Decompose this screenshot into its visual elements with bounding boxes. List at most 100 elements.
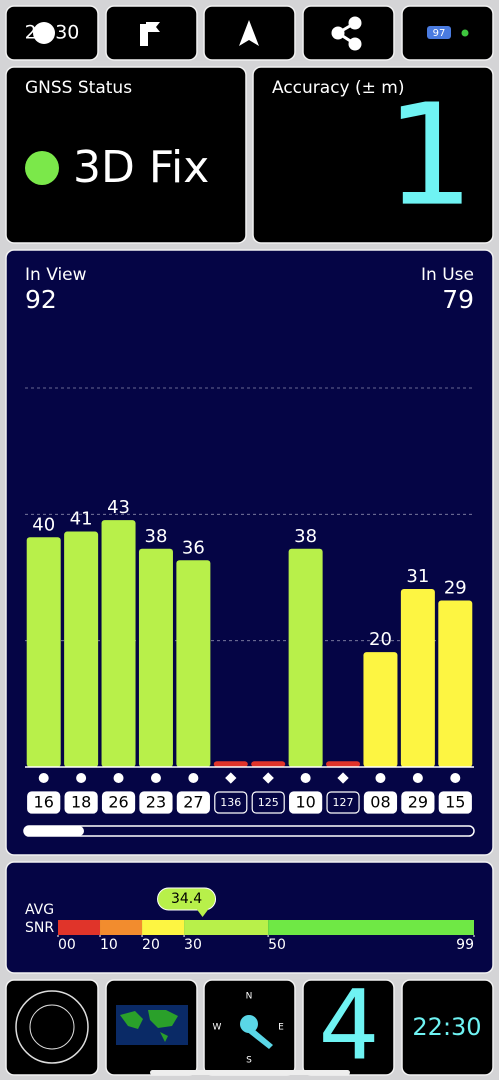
bar [213,761,248,767]
satellite-id-box [176,791,210,814]
continents [120,1010,178,1042]
value-label: 43 [107,497,130,518]
used-marker [38,773,49,783]
satellite-id-box [101,791,136,814]
bar [26,537,61,767]
gauge-tick-label: 10 [100,937,118,953]
in-use-label: In Use [421,265,474,285]
gnss-label: GNSS Status [25,78,132,98]
x-tick-label: 27 [183,793,203,812]
gauge-tick-label: 99 [456,937,474,953]
value-label: 36 [182,537,205,558]
navigate-icon [239,20,259,46]
bar [251,761,286,767]
home-indicator [150,1070,350,1075]
clock-widget[interactable] [401,979,494,1076]
gauge-tick-label: 20 [142,937,160,953]
snr-panel [5,861,494,974]
used-marker [412,773,423,783]
value-label: 20 [369,629,392,650]
avg-pointer [196,909,209,917]
unused-marker [262,772,274,784]
gauge-label: SNR [25,920,54,936]
satellite-id-box [64,791,98,814]
gauge-tick-label: 30 [184,937,202,953]
satellite-id-box [289,791,323,814]
x-tick-label: 136 [220,796,241,809]
used-marker [113,773,124,783]
skyplot-button[interactable] [5,979,99,1076]
map-icon [140,22,160,46]
battery-icon [427,26,451,39]
satellite-id-box [251,791,285,814]
value-label: 41 [70,509,93,530]
accuracy-panel [252,66,494,244]
x-tick-label: 29 [408,793,428,812]
gnss-value: 3D Fix [73,142,209,193]
gauge-tick-label: 50 [268,937,286,953]
compass-s: S [246,1056,252,1066]
gauge-band [184,920,269,935]
in-view-value: 92 [25,285,57,314]
value-label: 38 [294,526,317,547]
unused-marker [337,772,349,784]
share-button[interactable] [302,5,395,61]
satellite-id-box [401,791,435,814]
bar [363,652,398,767]
bar [288,548,323,767]
used-marker [450,773,461,783]
in-use-value: 79 [442,285,474,314]
moon-icon [33,22,55,44]
gauge-label: AVG [25,902,54,918]
in-view-label: In View [25,265,87,285]
avg-value: 34.4 [171,891,202,907]
x-tick-label: 18 [71,793,91,812]
x-tick-label: 26 [108,793,128,812]
scrollbar-thumb[interactable] [24,826,84,836]
used-marker [76,773,87,783]
bar [176,560,211,767]
count-button[interactable] [302,979,395,1076]
x-tick-label: 08 [370,793,390,812]
clock-value: 22:30 [412,1013,481,1041]
x-tick-label: 23 [146,793,166,812]
map-button[interactable] [105,5,198,61]
x-tick-label: 127 [333,796,354,809]
indicator-dot [461,29,469,37]
skyplot-icon [15,990,89,1064]
gauge-tick-label: 00 [58,937,76,953]
compass-hub [240,1015,258,1033]
used-marker [375,773,386,783]
satellite-id-box [139,791,173,814]
satellite-id-box [326,791,360,814]
x-tick-label: 15 [445,793,465,812]
gauge-band [142,920,185,935]
gauge-band [268,920,474,935]
compass-n: N [246,992,253,1002]
skyplot-ring [29,1004,75,1050]
value-label: 38 [145,526,168,547]
used-marker [300,773,311,783]
avg-callout [157,887,217,911]
bar [326,761,361,767]
satellite-id-box [363,791,398,814]
accuracy-label: Accuracy (± m) [272,78,405,98]
satellite-id-box [27,791,61,814]
accuracy-value: 1 [385,75,474,238]
bar [138,548,173,767]
bar [101,520,136,767]
compass-e: E [278,1023,284,1033]
share-icon [331,16,362,51]
gauge-band [58,920,101,935]
value-label: 29 [444,577,467,598]
bar [438,600,473,767]
used-marker [150,773,161,783]
gnss-panel [5,66,247,244]
gauge-band [100,920,143,935]
x-tick-label: 10 [295,793,315,812]
satellite-id-box [214,791,248,814]
unused-marker [225,772,237,784]
used-marker [188,773,199,783]
x-tick-label: 125 [258,796,279,809]
